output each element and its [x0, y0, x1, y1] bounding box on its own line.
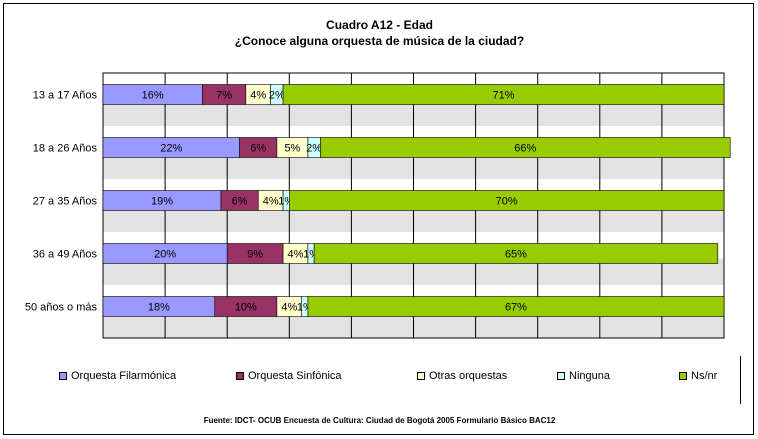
data-label: 2% [269, 90, 285, 102]
source-note: Fuente: IDCT- OCUB Encuesta de Cultura: … [203, 416, 556, 425]
data-label: 67% [505, 302, 527, 314]
data-label: 4% [263, 196, 279, 208]
data-label: 9% [247, 249, 263, 261]
legend-divider [740, 356, 741, 404]
data-label: 22% [160, 143, 182, 155]
data-label: 65% [505, 249, 527, 261]
legend-item: Otras orquestas [417, 370, 507, 382]
data-label: 7% [216, 90, 232, 102]
data-label: 4% [250, 90, 266, 102]
stacked-bar-chart: 13 a 17 Años 16% 7% 4% 2% 71%18 a 26 Años 22% 6… [25, 72, 731, 339]
legend-swatch [59, 372, 67, 380]
legend-swatch [557, 372, 565, 380]
legend-label: Orquesta Sinfónica [248, 370, 342, 382]
data-label: 4% [288, 249, 304, 261]
data-label: 16% [142, 90, 164, 102]
data-label: 19% [151, 196, 173, 208]
category-label: 13 a 17 Años [33, 90, 98, 102]
legend-label: Ns/nr [691, 370, 718, 382]
category-label: 50 años o más [25, 302, 98, 314]
bar-segment [288, 190, 725, 211]
data-label: 6% [250, 143, 266, 155]
category-label: 36 a 49 Años [33, 249, 98, 261]
legend-item: Ns/nr [679, 370, 717, 382]
data-label: 4% [281, 302, 297, 314]
category-label: 27 a 35 Años [33, 196, 98, 208]
legend-label: Otras orquestas [429, 370, 508, 382]
data-label: 5% [284, 143, 300, 155]
data-label: 20% [154, 249, 176, 261]
legend: Orquesta Filarmónica Orquesta Sinfónica Ot… [4, 370, 755, 388]
bar-segment [313, 243, 719, 264]
legend-swatch [417, 372, 425, 380]
chart-title: Cuadro A12 - Edad [326, 18, 433, 32]
legend-item: Orquesta Filarmónica [59, 370, 176, 382]
data-label: 70% [496, 196, 518, 208]
legend-label: Orquesta Filarmónica [71, 370, 177, 382]
legend-swatch [679, 372, 687, 380]
bar-segment [282, 84, 725, 105]
legend-item: Ninguna [557, 370, 610, 382]
bar-segment [307, 296, 725, 317]
data-label: 2% [306, 143, 322, 155]
data-label: 18% [148, 302, 170, 314]
category-label: 18 a 26 Años [33, 143, 98, 155]
legend-swatch [236, 372, 244, 380]
chart-frame: Cuadro A12 - Edad ¿Conoce alguna orquest… [3, 3, 754, 435]
legend-item: Orquesta Sinfónica [236, 370, 342, 382]
data-label: 10% [235, 302, 257, 314]
chart-subtitle: ¿Conoce alguna orquesta de música de la … [234, 34, 525, 48]
data-label: 71% [493, 90, 515, 102]
data-label: 66% [514, 143, 536, 155]
data-label: 6% [232, 196, 248, 208]
legend-label: Ninguna [569, 370, 610, 382]
bar-segment [320, 137, 731, 158]
